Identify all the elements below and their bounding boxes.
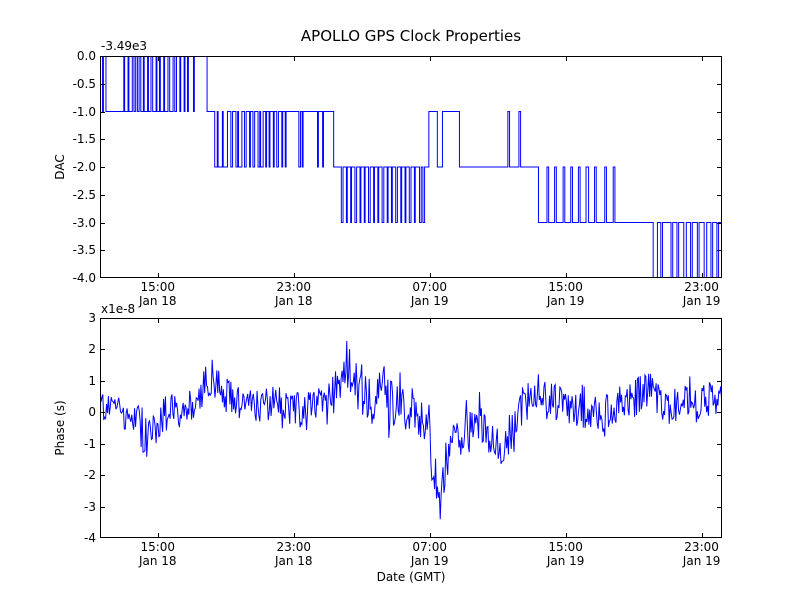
phase-series-line [100,341,722,520]
dac-x-tick-date: Jan 19 [546,294,585,308]
dac-x-tick-time: 07:00 [412,280,447,294]
dac-x-tick-date: Jan 19 [682,294,721,308]
dac-x-tick-date: Jan 19 [410,294,449,308]
dac-y-tick-label: -4.0 [72,271,96,285]
dac-x-tick-label: 15:00 Jan 18 [118,280,198,308]
dac-x-tick-time: 15:00 [140,280,176,294]
phase-y-tick-label: 0 [88,405,96,420]
phase-y-tick-label: 3 [88,311,96,325]
phase-x-tick-time: 15:00 [548,540,583,554]
phase-x-tick-label: 07:00 Jan 19 [390,540,470,568]
dac-x-tick-time: 15:00 [548,280,583,294]
dac-x-tick-date: Jan 18 [138,294,177,308]
phase-x-tick-time: 07:00 [412,540,447,554]
phase-x-tick-time: 15:00 [140,540,176,554]
phase-x-tick-date: Jan 19 [410,554,449,568]
dac-series-line [100,56,722,278]
phase-x-tick-date: Jan 19 [682,554,721,568]
dac-y-offset-label: -3.49e3 [101,39,148,53]
dac-y-tick-label: -2.5 [72,187,96,202]
dac-x-tick-label: 15:00 Jan 19 [526,280,606,308]
x-axis-label: Date (GMT) [376,570,446,584]
phase-x-tick-date: Jan 19 [546,554,585,568]
dac-y-tick-label: -3.5 [72,243,96,258]
phase-plot-area [100,318,722,538]
phase-x-tick-time: 23:00 [684,540,719,554]
dac-x-tick-label: 23:00 Jan 18 [254,280,334,308]
dac-y-tick-label: 0.0 [76,49,96,63]
dac-x-tick-time: 23:00 [276,280,312,294]
phase-x-tick-date: Jan 18 [138,554,177,568]
phase-x-tick-label: 15:00 Jan 18 [118,540,198,568]
dac-axes [100,56,722,278]
dac-y-axis-label: DAC [53,154,67,180]
dac-y-tick-label: -1.0 [72,104,96,119]
phase-y-tick-label: 2 [88,342,96,357]
phase-y-tick-label: -1 [84,436,96,451]
dac-x-tick-date: Jan 18 [274,294,313,308]
phase-y-tick-label: 1 [88,373,96,388]
phase-x-tick-label: 23:00 Jan 18 [254,540,334,568]
phase-x-tick-time: 23:00 [276,540,312,554]
dac-x-tick-time: 23:00 [684,280,719,294]
phase-axes [100,318,722,538]
phase-x-tick-label: 15:00 Jan 19 [526,540,606,568]
phase-y-tick-label: -4 [84,531,96,545]
phase-x-tick-date: Jan 18 [274,554,313,568]
dac-y-tick-label: -2.0 [72,160,96,174]
phase-y-scale-label: x1e-8 [101,302,136,316]
chart-title: APOLLO GPS Clock Properties [300,27,522,45]
phase-frame [100,318,722,538]
dac-x-tick-label: 23:00 Jan 19 [662,280,742,308]
phase-x-tick-label: 23:00 Jan 19 [662,540,742,568]
dac-y-tick-label: -0.5 [72,76,96,91]
phase-y-tick-label: -3 [84,499,96,514]
phase-y-axis-label: Phase (s) [53,400,67,456]
dac-y-tick-label: -1.5 [72,132,96,147]
dac-x-tick-label: 07:00 Jan 19 [390,280,470,308]
dac-y-tick-label: -3.0 [72,215,96,230]
dac-frame [100,56,722,278]
phase-y-tick-label: -2 [84,468,96,483]
dac-plot-area [100,56,722,278]
